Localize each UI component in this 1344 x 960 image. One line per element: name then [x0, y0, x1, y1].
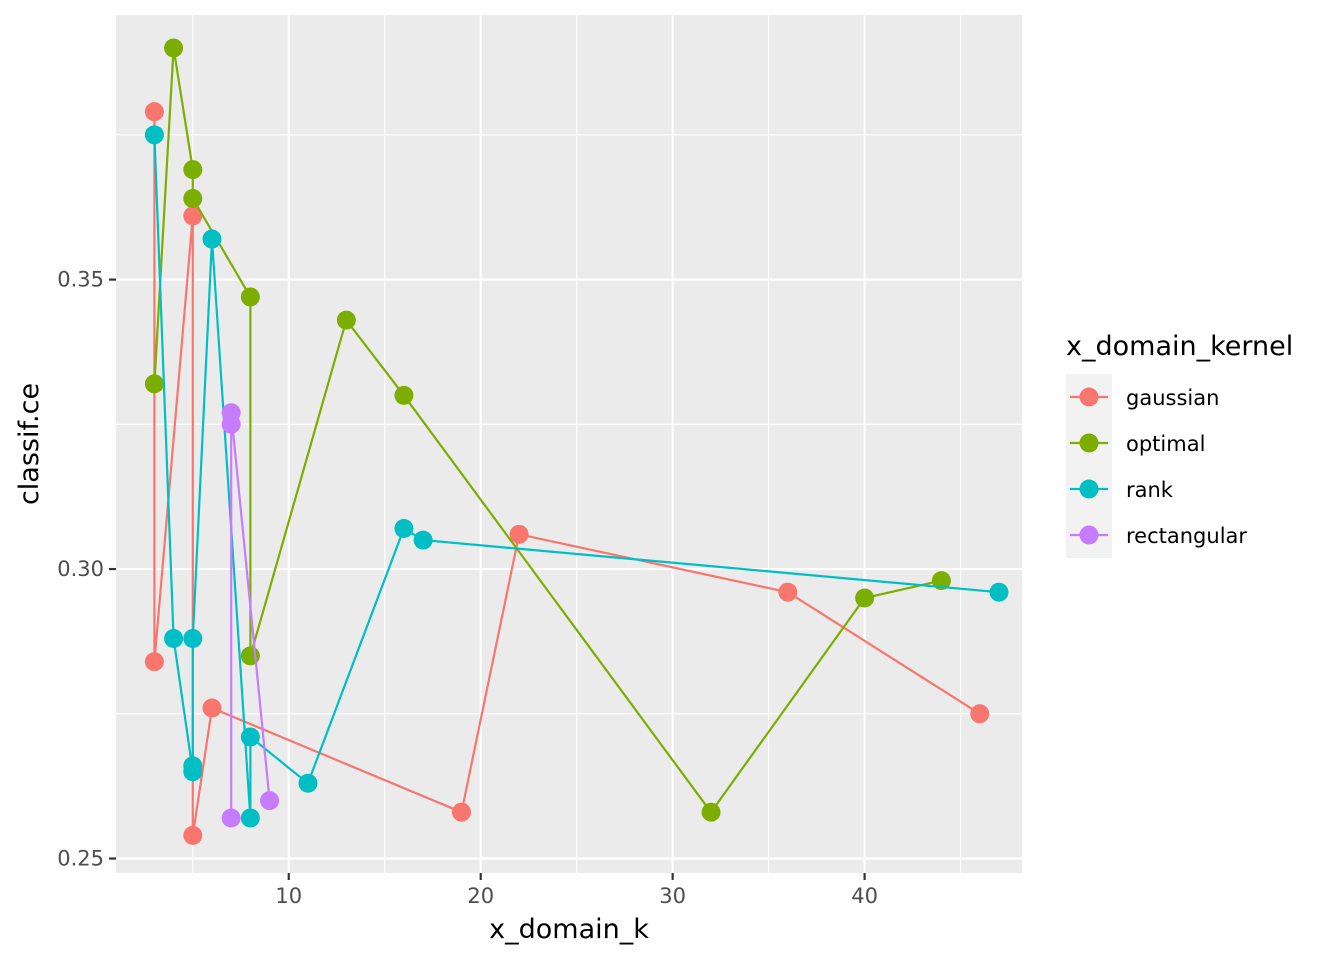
- point-gaussian-7: [778, 582, 798, 602]
- point-optimal-2: [183, 160, 203, 180]
- point-gaussian-3: [183, 825, 203, 845]
- point-rectangular-2: [221, 403, 241, 423]
- y-tick-label-1: 0.30: [57, 557, 104, 581]
- legend-title: x_domain_kernel: [1066, 331, 1293, 362]
- point-optimal-10: [931, 571, 951, 591]
- axis-ticks: [109, 278, 866, 880]
- legend-label-optimal: optimal: [1126, 432, 1205, 456]
- x-tick-label-1: 20: [467, 884, 494, 908]
- y-tick-label-0: 0.25: [57, 847, 104, 871]
- legend-item-rectangular: rectangular: [1066, 512, 1247, 558]
- point-gaussian-6: [509, 524, 529, 544]
- point-rank-6: [240, 808, 260, 828]
- point-optimal-1: [164, 38, 184, 58]
- minor-gridlines: [116, 15, 1022, 873]
- legend-label-rank: rank: [1126, 478, 1174, 502]
- point-rank-9: [394, 519, 414, 539]
- point-rectangular-0: [221, 808, 241, 828]
- legend-key-point: [1079, 525, 1099, 545]
- point-optimal-4: [240, 287, 260, 307]
- legend-item-optimal: optimal: [1066, 420, 1205, 466]
- legend-key-point: [1079, 433, 1099, 453]
- legend-key-point: [1079, 479, 1099, 499]
- point-rank-0: [144, 125, 164, 145]
- point-gaussian-5: [452, 802, 472, 822]
- axis-tick-labels: 10 20 30 40 0.25 0.30 0.35: [57, 268, 878, 908]
- series-rectangular: [221, 403, 280, 828]
- point-optimal-9: [855, 588, 875, 608]
- point-gaussian-4: [202, 698, 222, 718]
- point-rank-1: [164, 629, 184, 649]
- point-gaussian-2: [183, 206, 203, 226]
- point-rank-10: [413, 530, 433, 550]
- point-rank-8: [298, 773, 318, 793]
- point-optimal-6: [336, 310, 356, 330]
- major-gridlines: [116, 15, 1022, 873]
- y-axis-title: classif.ce: [14, 383, 45, 505]
- legend-items: gaussian optimal rank rectangular: [1066, 374, 1247, 558]
- point-gaussian-8: [970, 704, 990, 724]
- point-optimal-7: [394, 385, 414, 405]
- point-optimal-8: [701, 802, 721, 822]
- x-tick-label-3: 40: [851, 884, 878, 908]
- legend-label-rectangular: rectangular: [1126, 524, 1247, 548]
- x-tick-label-0: 10: [275, 884, 302, 908]
- series-layer: [144, 38, 1009, 845]
- legend-item-rank: rank: [1066, 466, 1174, 512]
- point-optimal-0: [144, 374, 164, 394]
- point-optimal-3: [183, 189, 203, 209]
- legend-label-gaussian: gaussian: [1126, 386, 1219, 410]
- legend: x_domain_kernel gaussian optimal rank recta…: [1066, 331, 1293, 558]
- point-gaussian-0: [144, 102, 164, 122]
- legend-key-point: [1079, 387, 1099, 407]
- point-gaussian-1: [144, 652, 164, 672]
- point-rank-5: [202, 229, 222, 249]
- x-tick-label-2: 30: [659, 884, 686, 908]
- series-gaussian: [144, 102, 990, 845]
- point-rank-11: [989, 582, 1009, 602]
- point-rank-4: [183, 629, 203, 649]
- y-tick-label-2: 0.35: [57, 268, 104, 292]
- point-rank-7: [240, 727, 260, 747]
- point-rank-3: [183, 756, 203, 776]
- point-rectangular-3: [260, 791, 280, 811]
- x-axis-title: x_domain_k: [489, 914, 649, 945]
- legend-item-gaussian: gaussian: [1066, 374, 1219, 420]
